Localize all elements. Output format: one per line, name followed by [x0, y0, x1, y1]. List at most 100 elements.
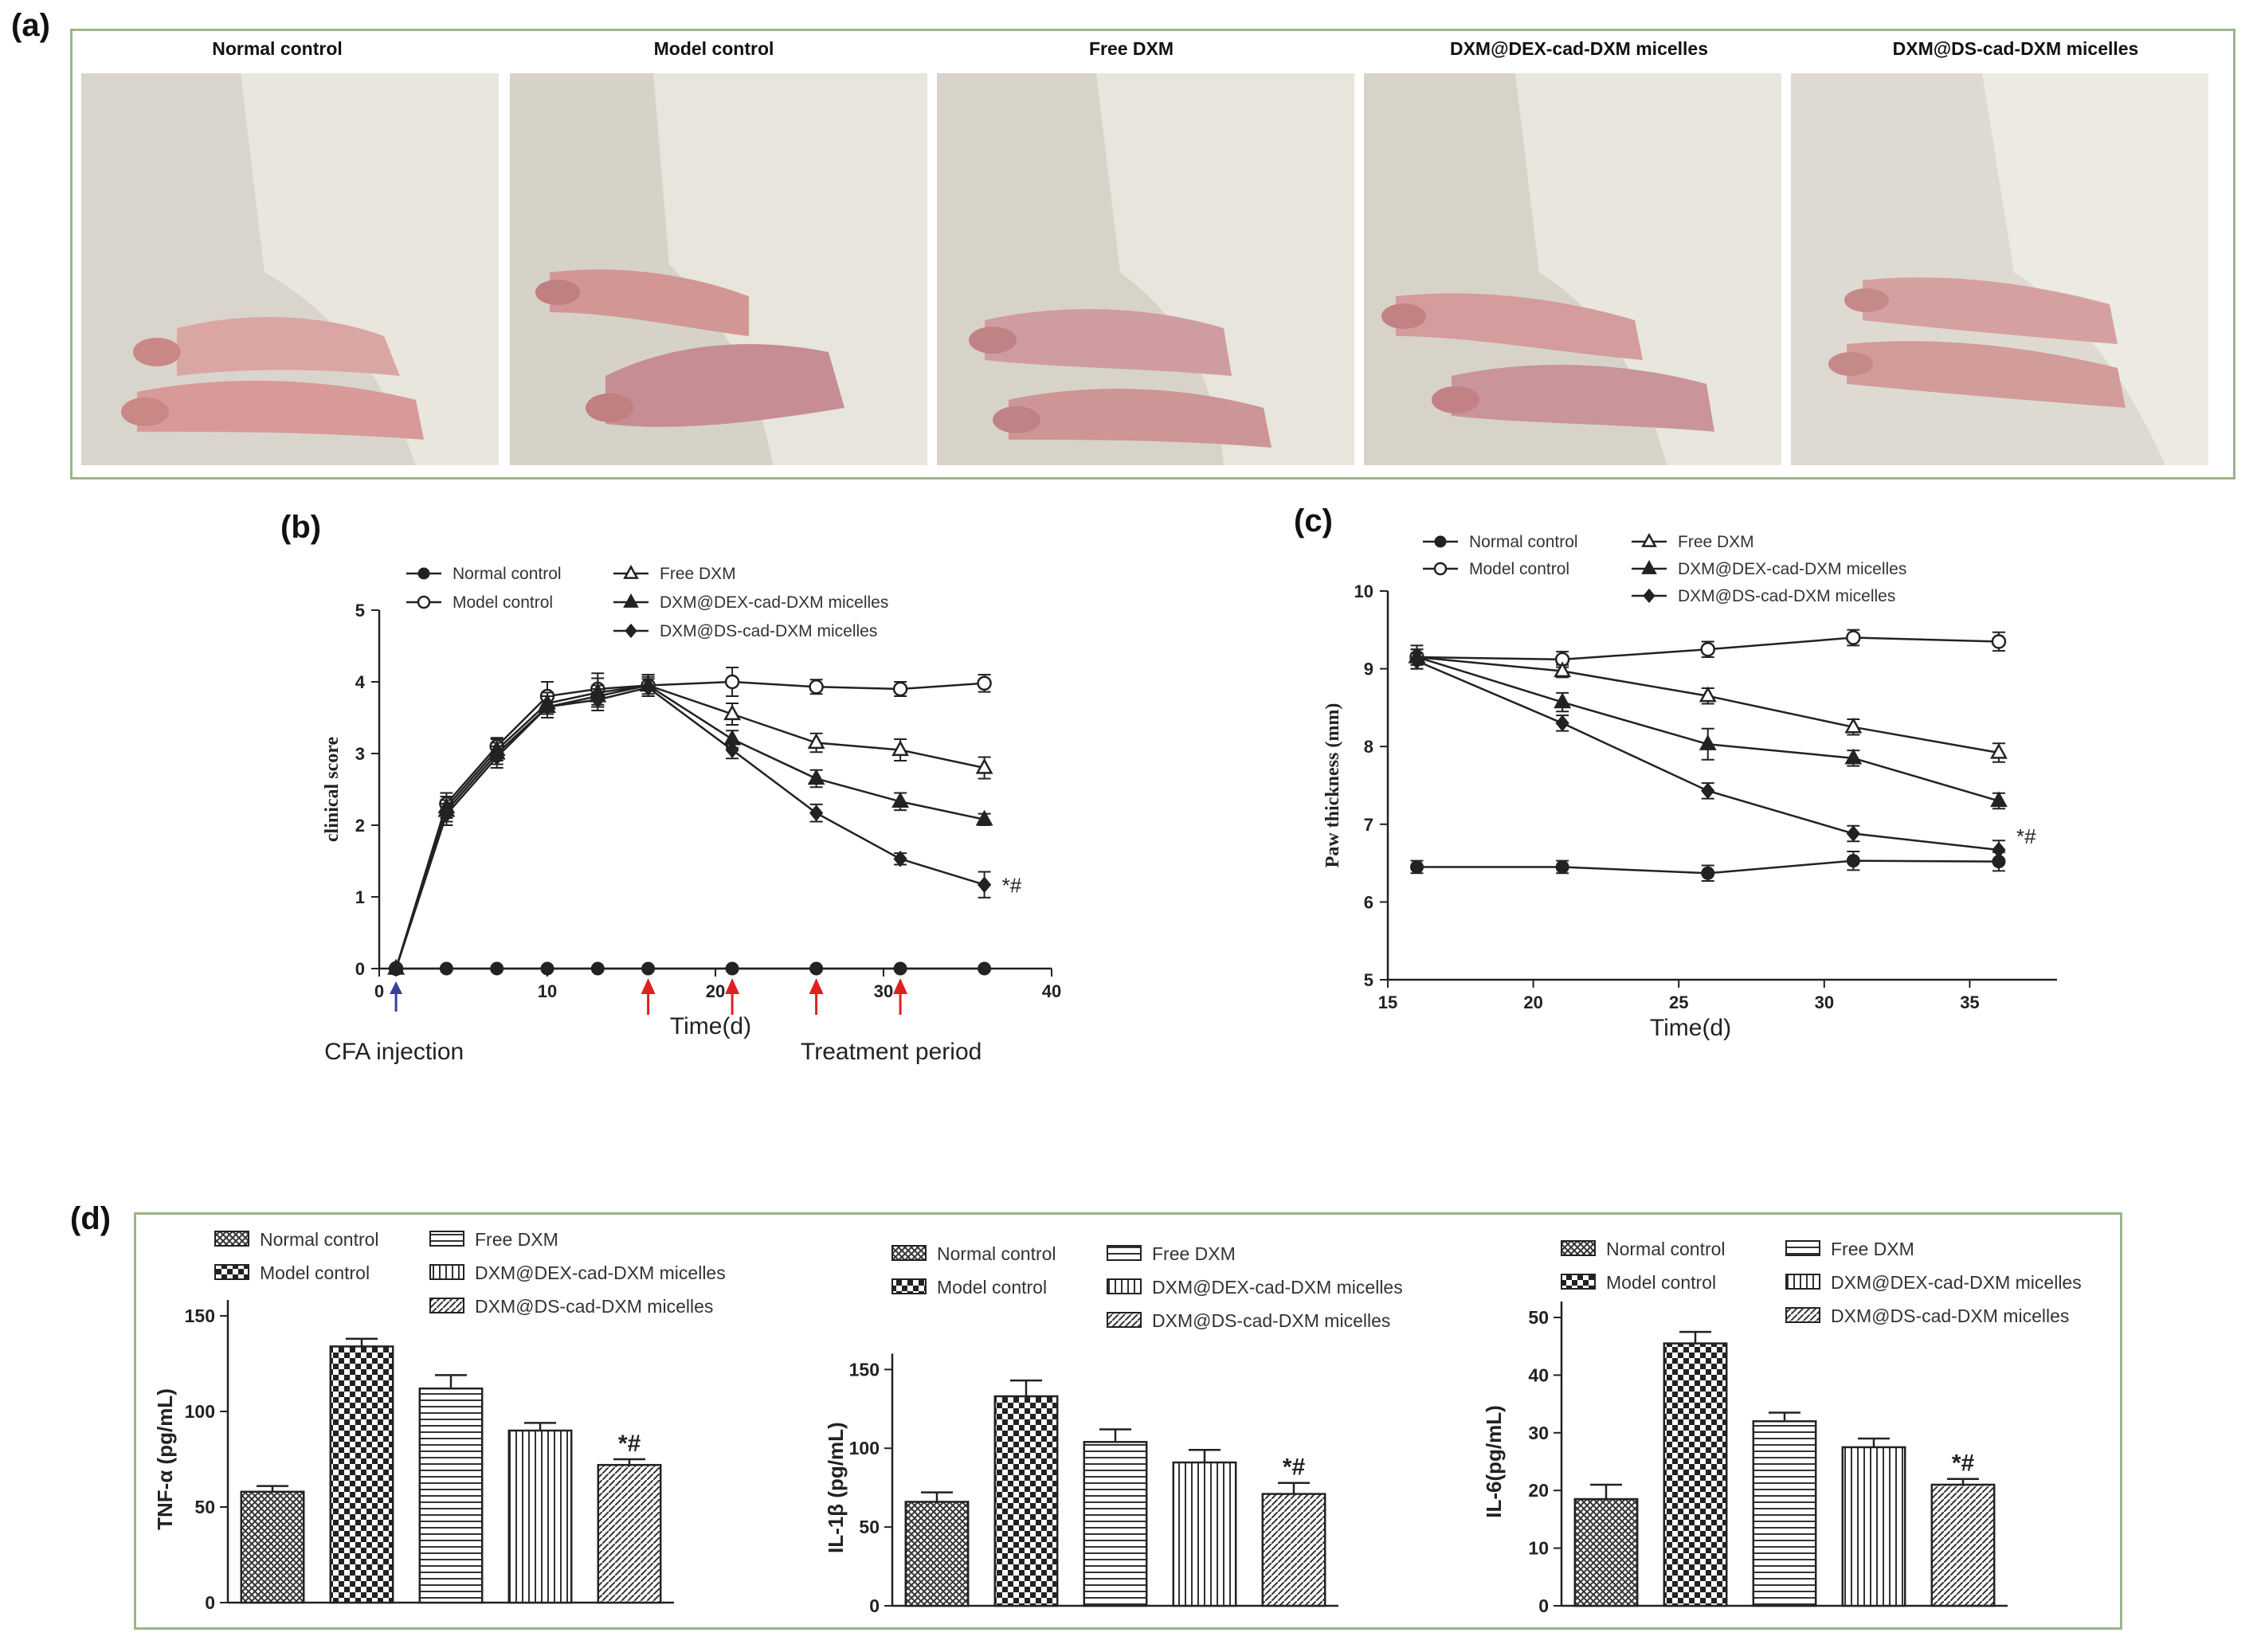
legend-label: Normal control	[937, 1243, 1056, 1264]
data-point-free-dxm	[807, 733, 825, 750]
legend-marker-normal-control	[417, 567, 430, 580]
data-point-normal-control	[1701, 866, 1715, 880]
data-point-model-control	[1846, 630, 1861, 645]
data-point-free-dxm	[723, 704, 742, 721]
legend-swatch-dxm-ds-cad-dxm-micelles	[429, 1298, 464, 1313]
y-tick-label: 2	[355, 816, 365, 836]
rat-paw-photo-ds	[1791, 73, 2208, 465]
y-tick-label: 100	[849, 1438, 880, 1458]
panel-label-d: (d)	[70, 1201, 112, 1236]
bar-model-control	[993, 1395, 1059, 1607]
series-line-free-dxm	[394, 684, 985, 969]
legend-label: Free DXM	[660, 565, 736, 583]
photo-panel-frame	[70, 29, 2235, 480]
photo-title-ds: DXM@DS-cad-DXM micelles	[1892, 38, 2139, 59]
legend-label: Model control	[453, 593, 553, 612]
y-axis-title: IL-1β (pg/mL)	[824, 1422, 848, 1553]
bar-dxm-ds-cad-dxm-micelles	[1930, 1483, 1996, 1607]
data-point-dxm-dex-cad-dxm-micelles	[975, 809, 993, 826]
y-tick-label: 20	[1528, 1480, 1549, 1501]
legend-label: Model control	[1469, 560, 1569, 578]
rat-paw-photo-free	[937, 73, 1354, 465]
legend-marker-free-dxm	[623, 565, 639, 579]
legend-label: DXM@DEX-cad-DXM micelles	[475, 1262, 726, 1283]
y-tick-label: 0	[869, 1595, 880, 1616]
bar-normal-control	[1573, 1497, 1639, 1607]
y-tick-label: 50	[194, 1497, 215, 1517]
legend-label: DXM@DS-cad-DXM micelles	[1152, 1310, 1390, 1331]
x-axis-title: Time(d)	[1650, 1015, 1731, 1041]
data-point-free-dxm	[1844, 717, 1863, 734]
bar-dxm-dex-cad-dxm-micelles	[507, 1429, 573, 1604]
legend-marker-dxm-ds-cad-dxm-micelles	[1643, 588, 1655, 604]
data-point-dxm-dex-cad-dxm-micelles	[1844, 748, 1863, 765]
y-tick-label: 0	[205, 1592, 215, 1613]
significance-label: *#	[618, 1431, 641, 1457]
data-point-dxm-ds-cad-dxm-micelles	[1701, 782, 1715, 800]
x-tick-label: 25	[1669, 992, 1688, 1012]
data-point-dxm-dex-cad-dxm-micelles	[1554, 692, 1572, 709]
y-axis-title: Paw thickness (mm)	[1322, 703, 1343, 868]
data-point-dxm-ds-cad-dxm-micelles	[1555, 714, 1569, 732]
data-point-dxm-ds-cad-dxm-micelles	[809, 804, 824, 822]
bar-free-dxm	[1083, 1441, 1148, 1607]
y-tick-label: 5	[355, 601, 365, 620]
bar-normal-control	[904, 1501, 970, 1607]
significance-label: *#	[1283, 1454, 1306, 1481]
legend-label: Normal control	[1469, 533, 1578, 551]
data-point-normal-control	[809, 961, 824, 976]
legend-label: Normal control	[453, 565, 562, 583]
series-line-model-control	[394, 680, 985, 969]
treatment-period-label: Treatment period	[801, 1039, 982, 1065]
y-tick-label: 150	[849, 1359, 880, 1380]
x-tick-label: 35	[1960, 992, 1979, 1012]
treatment-arrow-head	[893, 978, 908, 994]
data-point-dxm-ds-cad-dxm-micelles	[725, 742, 739, 758]
legend-label: DXM@DS-cad-DXM micelles	[475, 1296, 713, 1317]
legend-swatch-dxm-dex-cad-dxm-micelles	[1107, 1278, 1142, 1294]
data-point-normal-control	[490, 961, 504, 976]
y-tick-label: 9	[1364, 660, 1373, 679]
data-point-normal-control	[725, 961, 739, 976]
legend-swatch-normal-control	[891, 1245, 927, 1261]
legend-swatch-dxm-dex-cad-dxm-micelles	[1785, 1274, 1820, 1290]
data-point-dxm-ds-cad-dxm-micelles	[389, 960, 403, 977]
cfa-injection-label: CFA injection	[324, 1039, 464, 1065]
paw-thickness-chart: 15 20 25 30 35 5 6 7 8 9 10 Paw thickness (mm) Time(…	[1322, 533, 2057, 1041]
legend-label: Free DXM	[1831, 1239, 1914, 1259]
legend-label: DXM@DEX-cad-DXM micelles	[1678, 560, 1906, 578]
data-point-free-dxm	[1699, 686, 1717, 703]
y-tick-label: 4	[355, 672, 366, 692]
legend-label: Model control	[937, 1277, 1047, 1298]
x-tick-label: 30	[874, 981, 893, 1001]
data-point-dxm-ds-cad-dxm-micelles	[977, 876, 992, 894]
y-tick-label: 50	[859, 1517, 880, 1537]
y-tick-label: 10	[1528, 1538, 1549, 1559]
bar-dxm-ds-cad-dxm-micelles	[597, 1463, 662, 1604]
legend-label: DXM@DS-cad-DXM micelles	[1678, 587, 1895, 605]
data-point-dxm-ds-cad-dxm-micelles	[540, 699, 554, 715]
data-point-dxm-dex-cad-dxm-micelles	[891, 792, 910, 808]
legend-swatch-dxm-ds-cad-dxm-micelles	[1107, 1312, 1142, 1328]
data-point-normal-control	[439, 961, 453, 976]
x-tick-label: 30	[1815, 992, 1834, 1012]
significance-label: *#	[2016, 824, 2036, 848]
legend-swatch-free-dxm	[1107, 1245, 1142, 1261]
photo-title-dex: DXM@DEX-cad-DXM micelles	[1449, 38, 1709, 59]
legend-marker-free-dxm	[1641, 533, 1657, 547]
legend-label: DXM@DS-cad-DXM micelles	[660, 622, 877, 640]
legend-marker-model-control	[1433, 562, 1448, 576]
y-tick-label: 3	[355, 744, 365, 764]
legend-label: Free DXM	[475, 1229, 558, 1250]
legend-label: Normal control	[1606, 1239, 1726, 1259]
il-1beta-bar-chart: 0 50 100 150 IL-1β (pg/mL) *# Normal control Mo…	[824, 1243, 1403, 1616]
y-tick-label: 0	[355, 959, 365, 979]
legend-label: Free DXM	[1152, 1243, 1236, 1264]
data-point-dxm-ds-cad-dxm-micelles	[590, 691, 605, 708]
data-point-dxm-dex-cad-dxm-micelles	[807, 769, 825, 785]
legend-marker-normal-control	[1434, 535, 1447, 548]
bar-dxm-dex-cad-dxm-micelles	[1172, 1461, 1237, 1607]
panel-label-a: (a)	[11, 8, 50, 43]
legend-label: DXM@DEX-cad-DXM micelles	[660, 593, 888, 612]
y-tick-label: 1	[355, 887, 365, 907]
